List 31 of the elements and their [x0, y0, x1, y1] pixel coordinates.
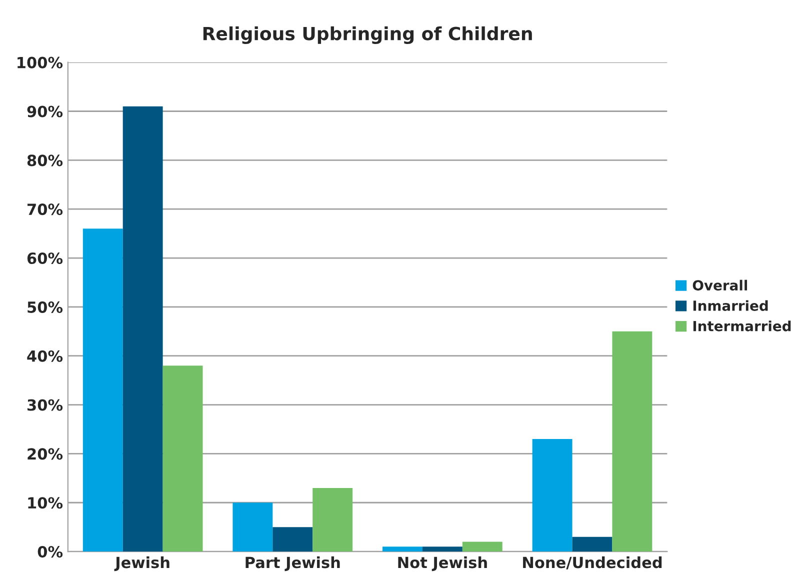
- legend-label: Overall: [692, 280, 748, 291]
- y-tick-label: 30%: [28, 399, 63, 411]
- legend-label: Inmarried: [693, 300, 768, 311]
- bar: [272, 527, 313, 552]
- bar: [312, 488, 353, 552]
- chart-title: Religious Upbringing of Children: [203, 26, 532, 44]
- y-tick-label: 70%: [28, 204, 63, 216]
- y-tick-label: 50%: [28, 301, 63, 313]
- x-tick-label: Not Jewish: [398, 556, 487, 572]
- bar: [382, 546, 422, 552]
- x-tick-label: Jewish: [114, 556, 170, 572]
- y-tick-label: 100%: [18, 56, 63, 68]
- bar: [162, 366, 203, 552]
- x-tick-label: None/Undecided: [523, 556, 662, 570]
- bar: [572, 536, 612, 552]
- bar: [422, 546, 462, 552]
- bar: [82, 228, 123, 552]
- y-tick-label: 90%: [27, 106, 63, 118]
- bar: [232, 502, 273, 552]
- y-tick-label: 20%: [28, 448, 63, 460]
- bar: [122, 106, 163, 552]
- y-tick-label: 80%: [27, 154, 63, 166]
- bar: [532, 439, 572, 552]
- legend-label: Intermarried: [693, 320, 791, 332]
- y-tick-label: 0%: [38, 546, 63, 558]
- y-tick-label: 40%: [27, 350, 63, 362]
- y-tick-label: 60%: [27, 252, 63, 264]
- bar: [612, 331, 652, 552]
- bar: [462, 542, 502, 552]
- y-tick-label: 10%: [28, 497, 63, 509]
- x-tick-label: Part Jewish: [246, 556, 340, 572]
